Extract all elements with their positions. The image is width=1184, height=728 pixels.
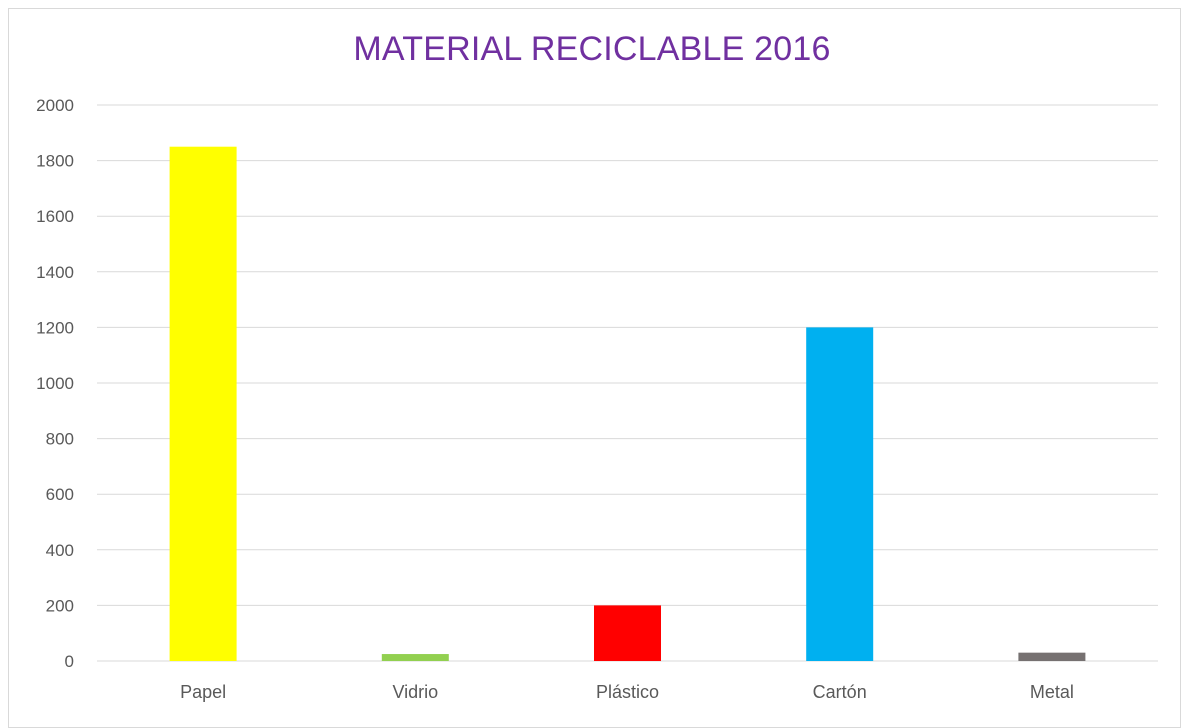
y-tick-label: 200 [46, 596, 74, 615]
bar-plastico [594, 605, 661, 661]
x-category-label: Vidrio [392, 682, 438, 702]
y-tick-label: 800 [46, 430, 74, 449]
y-tick-label: 1200 [36, 318, 74, 337]
y-tick-label: 1800 [36, 152, 74, 171]
y-tick-label: 0 [65, 652, 74, 671]
y-tick-label: 1600 [36, 207, 74, 226]
bar-vidrio [381, 654, 449, 661]
bar-papel [169, 146, 237, 661]
bar-carton [806, 327, 874, 661]
gridlines [97, 104, 1158, 662]
x-category-label: Metal [1030, 682, 1074, 702]
y-tick-label: 1000 [36, 374, 74, 393]
y-tick-label: 1400 [36, 263, 74, 282]
y-tick-label: 400 [46, 541, 74, 560]
x-category-label: Papel [180, 682, 226, 702]
y-tick-label: 600 [46, 485, 74, 504]
bar-metal [1018, 652, 1086, 661]
y-axis-tick-labels: 0 200 400 600 800 1000 1200 1400 1600 1800 2000 [36, 96, 74, 671]
chart-title: MATERIAL RECICLABLE 2016 [353, 30, 831, 68]
bars [169, 146, 1086, 661]
y-tick-label: 2000 [36, 96, 74, 115]
x-category-label: Cartón [813, 682, 867, 702]
x-category-label: Plástico [596, 682, 659, 702]
x-axis-category-labels: Papel Vidrio Plástico Cartón Metal [180, 682, 1074, 702]
